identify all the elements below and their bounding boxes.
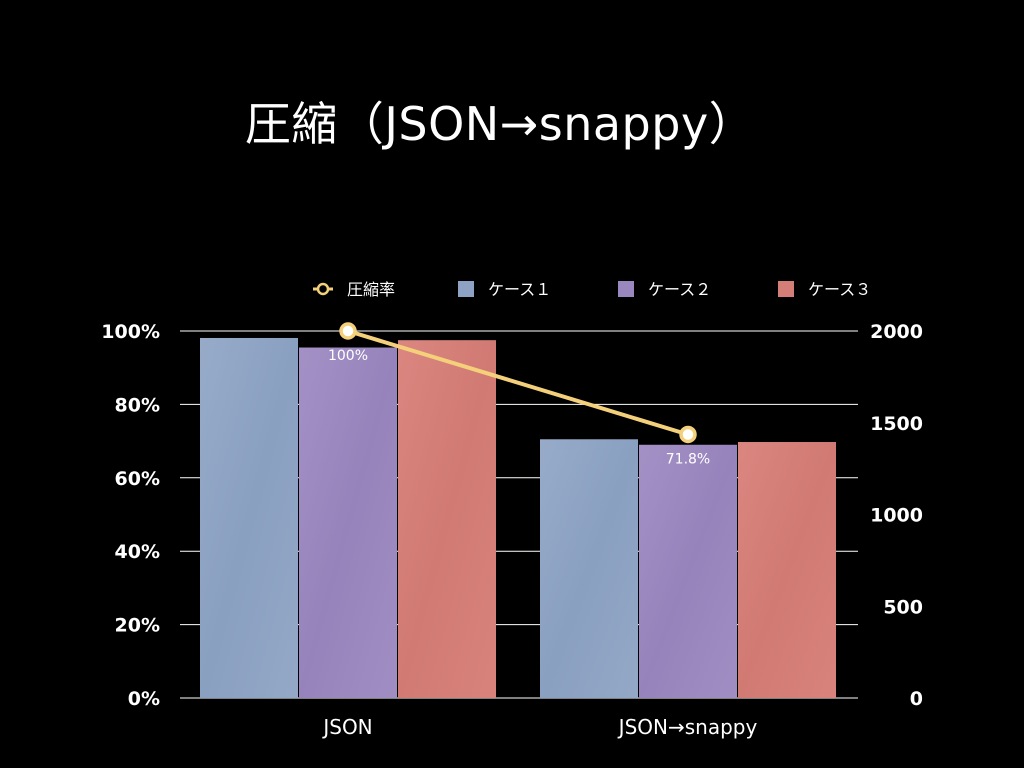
page-title: 圧縮（JSON→snappy）: [244, 97, 756, 151]
legend: 圧縮率 ケース１ ケース２ ケース３: [313, 280, 871, 299]
right-tick-label: 1500: [870, 413, 923, 435]
legend-swatch-1: [458, 281, 474, 297]
ratio-point: [679, 425, 697, 444]
left-tick-label: 60%: [115, 468, 160, 490]
legend-label: ケース２: [648, 280, 711, 299]
right-tick-label: 500: [883, 596, 923, 618]
bar-3-1: [398, 340, 496, 698]
bar-1-2: [540, 439, 638, 698]
category-label: JSON→snappy: [617, 715, 758, 739]
bars: [200, 337, 836, 698]
legend-label: ケース３: [808, 280, 871, 299]
left-tick-label: 40%: [115, 541, 160, 563]
ratio-line: 100% 71.8%: [328, 322, 710, 467]
legend-swatch-2: [618, 281, 634, 297]
right-tick-label: 0: [910, 688, 923, 710]
right-tick-label: 1000: [870, 505, 923, 527]
bar-3-2: [738, 442, 836, 698]
ratio-data-label: 100%: [328, 348, 368, 364]
category-label: JSON: [321, 715, 372, 739]
bar-2-1: [299, 347, 397, 698]
ratio-data-label: 71.8%: [666, 451, 710, 467]
legend-line-marker: [316, 282, 330, 296]
legend-label: 圧縮率: [347, 280, 395, 299]
ratio-point: [339, 322, 357, 340]
right-tick-label: 2000: [870, 321, 923, 343]
left-tick-label: 20%: [115, 615, 160, 637]
axes: 0% 20% 40% 60% 80% 100% 0 500 1000 1500 2000 JSON JS…: [101, 321, 923, 739]
left-tick-label: 100%: [101, 321, 160, 343]
legend-label: ケース１: [488, 280, 551, 299]
legend-swatch-3: [778, 281, 794, 297]
bar-2-2: [639, 444, 737, 698]
bar-1-1: [200, 337, 298, 698]
left-tick-label: 0%: [128, 688, 160, 710]
ratio-line-path: [346, 329, 690, 437]
left-tick-label: 80%: [115, 394, 160, 416]
